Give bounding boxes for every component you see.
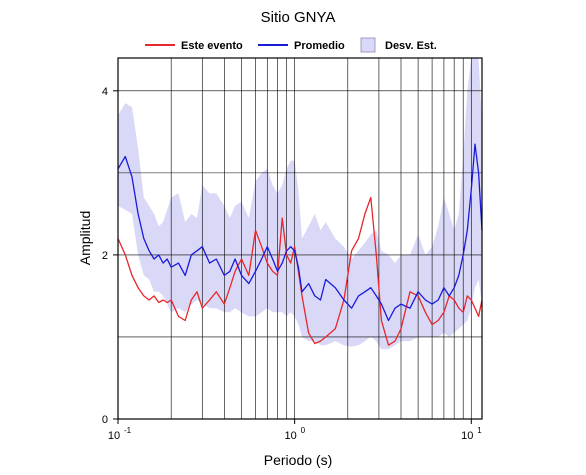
- chart-title: Sitio GNYA: [261, 9, 336, 26]
- legend-label-promedio: Promedio: [294, 40, 345, 52]
- plot-frame: [117, 57, 483, 420]
- x-tick-label: 10: [285, 430, 297, 442]
- legend: Este evento Promedio Desv. Est.: [145, 37, 437, 53]
- x-tick-exponent: 0: [301, 426, 306, 435]
- x-tick-exponent: 1: [477, 426, 482, 435]
- x-tick-label: 10: [108, 430, 120, 442]
- x-tick-exponent: -1: [124, 426, 132, 435]
- x-axis-label: Periodo (s): [264, 452, 332, 468]
- y-tick-label: 4: [102, 86, 108, 98]
- y-tick-label: 0: [102, 414, 108, 426]
- x-tick-label: 10: [461, 430, 473, 442]
- std-dev-band: [118, 58, 482, 350]
- y-tick-label: 2: [102, 250, 108, 262]
- legend-swatch-desv-est: [360, 37, 376, 53]
- series-promedio: [117, 143, 483, 322]
- legend-label-este-evento: Este evento: [181, 40, 243, 52]
- y-axis-label: Amplitud: [77, 211, 93, 265]
- legend-label-desv-est: Desv. Est.: [385, 40, 437, 52]
